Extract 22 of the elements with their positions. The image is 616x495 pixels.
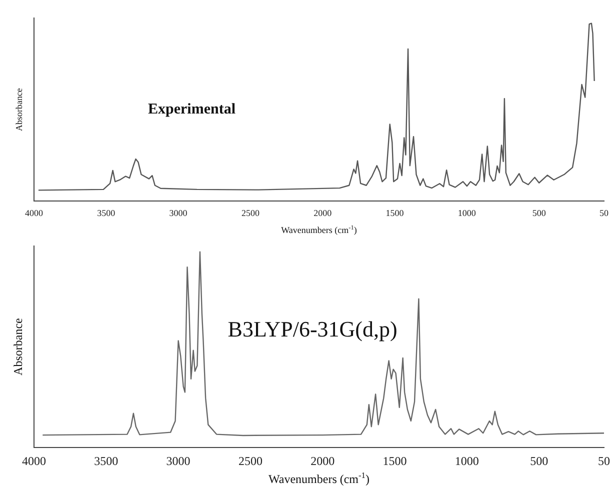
annotation: B3LYP/6-31G(d,p) [228, 316, 398, 342]
x-tick-label: 1500 [386, 208, 404, 218]
x-tick-label: 2000 [314, 208, 332, 218]
x-tick-label: 1000 [458, 208, 476, 218]
x-tick-label: 3500 [97, 208, 116, 218]
y-axis-title: Absorbance [14, 88, 24, 132]
annotation: Experimental [148, 101, 236, 118]
x-tick-label: 3000 [166, 454, 190, 468]
x-tick-label: 4000 [22, 454, 46, 468]
x-tick-label: 2500 [241, 208, 260, 218]
x-tick-label: 1500 [382, 454, 407, 468]
x-tick-label: 4000 [25, 208, 44, 218]
x-tick-label: 50 [600, 208, 609, 218]
x-tick-label: 500 [530, 454, 548, 468]
x-tick-label: 1000 [454, 454, 479, 468]
x-tick-label: 3000 [169, 208, 188, 218]
y-axis-title: Absorbance [11, 318, 25, 376]
x-tick-label: 500 [532, 208, 546, 218]
x-tick-label: 3500 [94, 454, 118, 468]
x-tick-label: 2000 [310, 454, 335, 468]
x-tick-label: 50 [598, 454, 610, 468]
x-tick-label: 2500 [238, 454, 262, 468]
